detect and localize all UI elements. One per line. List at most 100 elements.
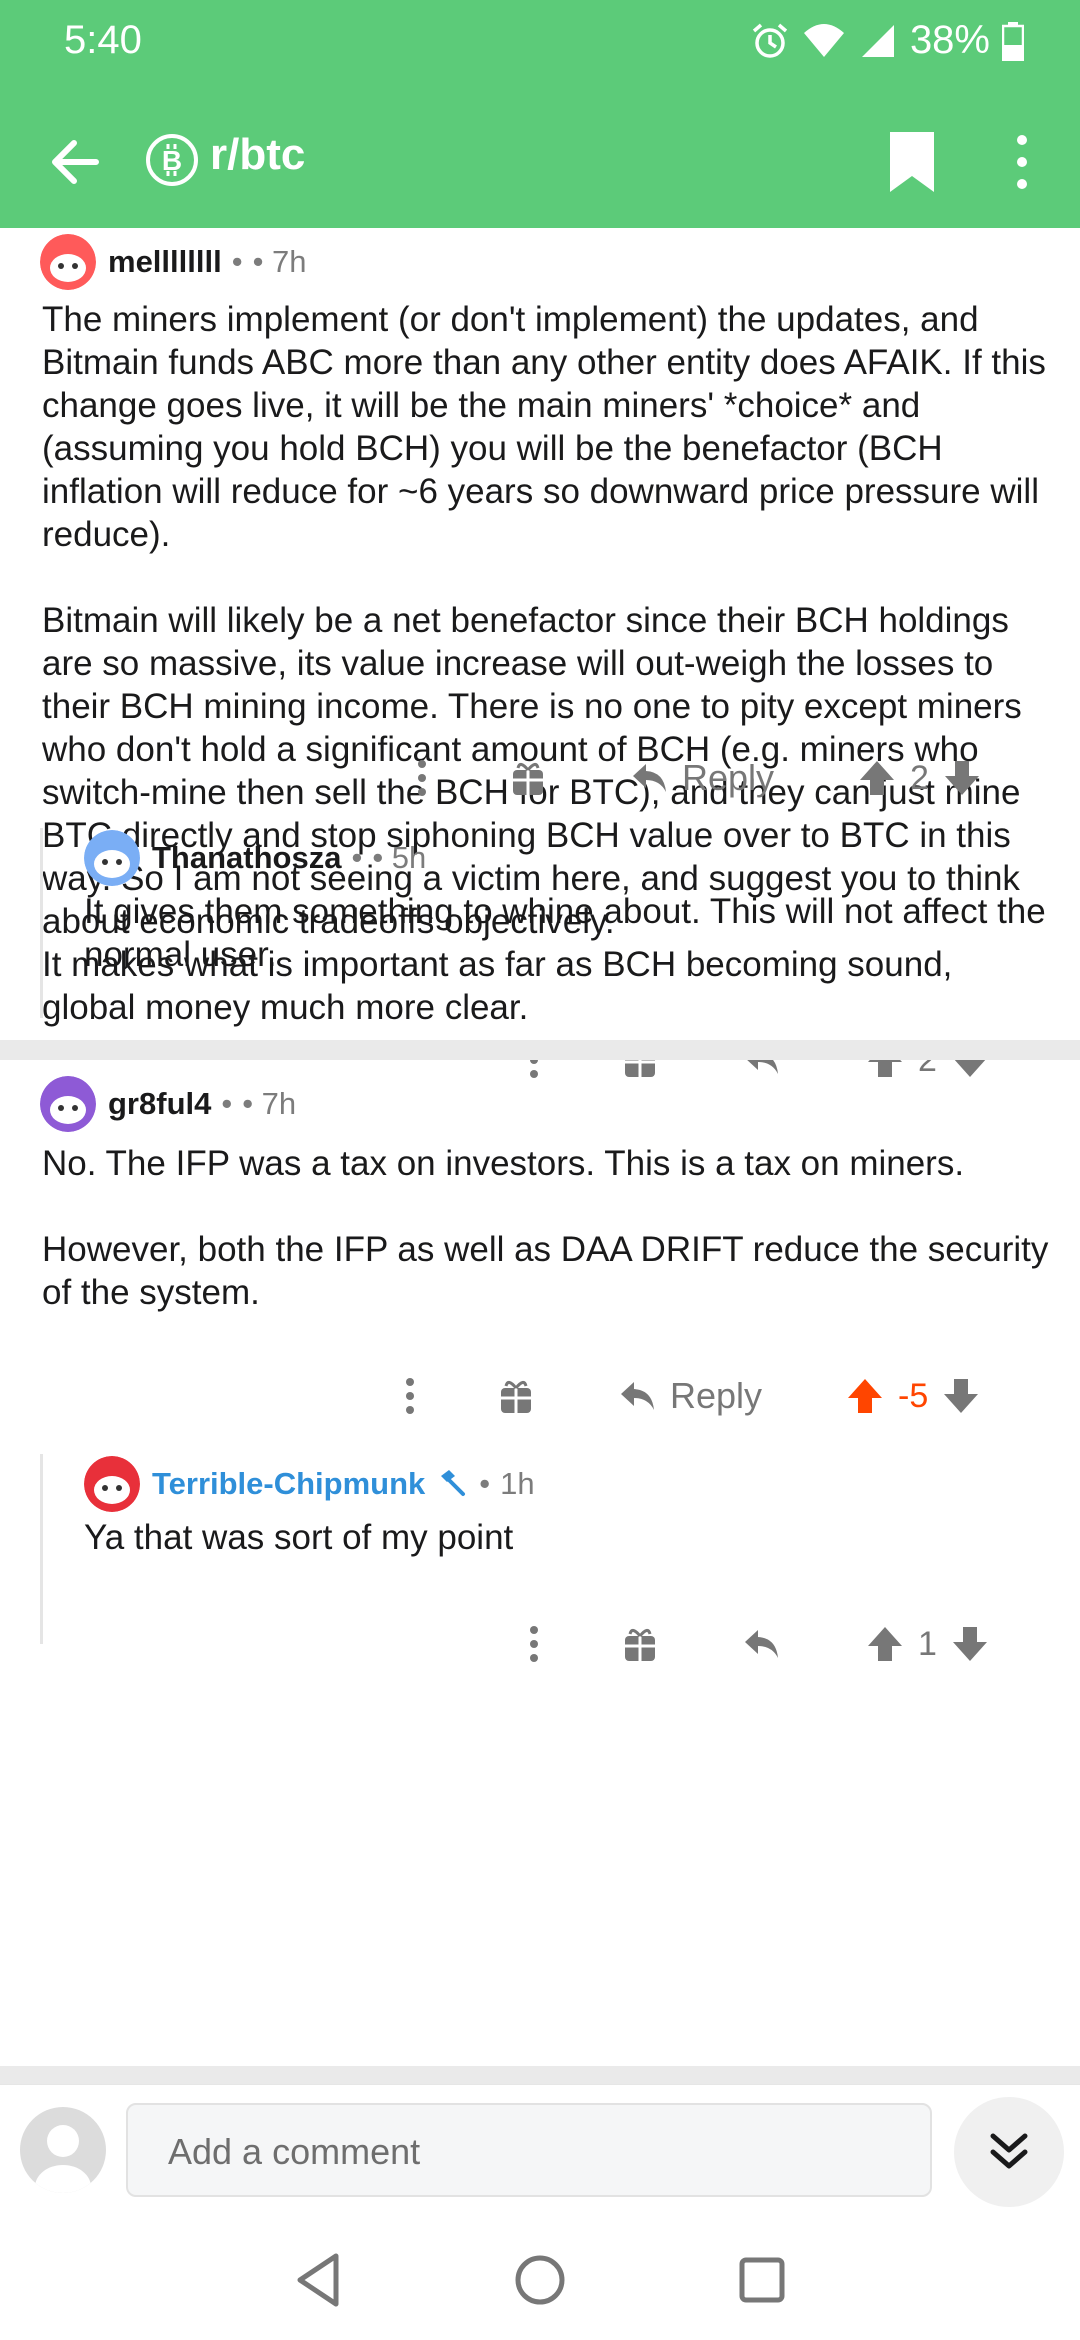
nav-back-icon[interactable] xyxy=(286,2246,354,2314)
chevron-double-down-icon xyxy=(990,2133,1028,2169)
reply-button[interactable] xyxy=(742,1626,782,1662)
downvote-icon[interactable] xyxy=(943,758,981,798)
signal-icon xyxy=(861,24,894,57)
battery-icon xyxy=(1002,21,1024,61)
avatar[interactable] xyxy=(40,234,96,290)
reply-button[interactable]: Reply xyxy=(630,757,774,799)
collapse-threads-button[interactable] xyxy=(954,2097,1064,2207)
comment-actions: Reply -5 xyxy=(392,1366,980,1426)
more-vertical-icon xyxy=(406,1378,414,1414)
avatar[interactable] xyxy=(84,1456,140,1512)
comment-time: • 5h xyxy=(372,840,427,875)
more-vertical-icon[interactable] xyxy=(1000,126,1044,198)
comment-author[interactable]: mellllllll xyxy=(108,244,222,279)
bitcoin-icon: B xyxy=(146,134,198,186)
comment-header: mellllllll • • 7h xyxy=(40,234,307,290)
wifi-icon xyxy=(803,23,844,57)
comment-separator: • xyxy=(351,840,363,875)
reply-icon xyxy=(621,1382,654,1410)
gift-icon xyxy=(501,1381,531,1413)
comment-time: 1h xyxy=(500,1466,535,1501)
vote-controls: 2 xyxy=(858,758,981,798)
status-time: 5:40 xyxy=(64,18,142,62)
comment-time: • 7h xyxy=(242,1086,297,1121)
thread-divider xyxy=(0,1040,1080,1060)
comment-body: Ya that was sort of my point xyxy=(84,1516,1054,1559)
downvote-icon[interactable] xyxy=(942,1376,980,1416)
gift-icon xyxy=(513,763,543,795)
thread-line xyxy=(40,1454,43,1644)
svg-text:B: B xyxy=(162,145,182,176)
alarm-icon xyxy=(752,23,788,58)
reply-icon xyxy=(745,1630,778,1658)
award-button[interactable] xyxy=(622,1624,658,1664)
score: 1 xyxy=(918,1624,937,1663)
user-avatar[interactable] xyxy=(20,2107,106,2193)
award-button[interactable] xyxy=(510,758,546,798)
comments-list: mellllllll • • 7h The miners implement (… xyxy=(0,228,1080,2084)
mod-shield-icon xyxy=(441,1470,466,1496)
back-arrow-icon[interactable] xyxy=(40,126,112,198)
app-bar: 5:40 38% B xyxy=(0,0,1080,228)
comment-author[interactable]: Thanathosza xyxy=(152,840,342,875)
comment-separator: • xyxy=(231,244,243,279)
score: 2 xyxy=(910,758,929,797)
reply-icon xyxy=(633,764,666,792)
comment-paragraph: Bitmain will likely be a net benefactor … xyxy=(42,601,1022,1027)
comment-author[interactable]: Terrible-Chipmunk xyxy=(152,1466,426,1501)
more-options-button[interactable] xyxy=(404,754,440,802)
comment-header: gr8ful4 • • 7h xyxy=(40,1076,296,1132)
comment-body: The miners implement (or don't implement… xyxy=(42,298,1052,1029)
nav-recents-icon[interactable] xyxy=(728,2246,796,2314)
comment-paragraph: The miners implement (or don't implement… xyxy=(42,300,1046,554)
nav-home-icon[interactable] xyxy=(506,2246,574,2314)
upvote-icon[interactable] xyxy=(866,1624,904,1664)
more-vertical-icon xyxy=(530,1626,538,1662)
thread-divider xyxy=(0,2066,1080,2084)
award-button[interactable] xyxy=(498,1376,534,1416)
comment-paragraph: However, both the IFP as well as DAA DRI… xyxy=(42,1230,1049,1312)
reply-label: Reply xyxy=(682,757,775,798)
score: -5 xyxy=(898,1376,929,1415)
bookmark-icon[interactable] xyxy=(880,126,944,198)
comment-header: Thanathosza • • 5h xyxy=(84,830,426,886)
thread-line xyxy=(40,828,43,1018)
add-comment-input[interactable]: Add a comment xyxy=(126,2103,932,2197)
gift-icon xyxy=(625,1629,655,1661)
reply-label: Reply xyxy=(670,1375,763,1416)
user-icon xyxy=(35,2125,91,2193)
comment-paragraph: Ya that was sort of my point xyxy=(84,1518,514,1557)
comment-composer: Add a comment xyxy=(0,2084,1080,2221)
comment-author[interactable]: gr8ful4 xyxy=(108,1086,212,1121)
comment-separator: • xyxy=(221,1086,233,1121)
comment-header: Terrible-Chipmunk • 1h xyxy=(84,1456,535,1512)
comment-paragraph: No. The IFP was a tax on investors. This… xyxy=(42,1144,965,1183)
comment-paragraph: It gives them something to whine about. … xyxy=(84,892,1046,974)
downvote-icon[interactable] xyxy=(951,1040,989,1080)
vote-controls: -5 xyxy=(846,1376,980,1416)
system-nav-bar xyxy=(0,2220,1080,2340)
upvote-icon[interactable] xyxy=(866,1040,904,1080)
avatar[interactable] xyxy=(84,830,140,886)
subreddit-name[interactable]: r/btc xyxy=(210,130,306,179)
more-options-button[interactable] xyxy=(516,1620,552,1668)
downvote-icon[interactable] xyxy=(951,1624,989,1664)
more-options-button[interactable] xyxy=(392,1372,428,1420)
battery-percent: 38% xyxy=(909,18,990,62)
toolbar: B r/btc xyxy=(0,108,1080,208)
comment-actions: 1 xyxy=(516,1614,989,1674)
more-vertical-icon xyxy=(418,760,426,796)
comment-body: It gives them something to whine about. … xyxy=(84,890,1054,976)
status-bar: 5:40 38% xyxy=(0,0,1080,84)
comment-actions: 2 xyxy=(516,1030,989,1090)
comment-actions: Reply 2 xyxy=(404,748,981,808)
reply-button[interactable]: Reply xyxy=(618,1375,762,1417)
upvote-icon[interactable] xyxy=(846,1376,884,1416)
comment-body: No. The IFP was a tax on investors. This… xyxy=(42,1142,1052,1314)
comment-time: • 7h xyxy=(252,244,307,279)
comment-separator: • xyxy=(479,1466,491,1501)
upvote-icon[interactable] xyxy=(858,758,896,798)
vote-controls: 1 xyxy=(866,1624,989,1664)
status-icons: 38% xyxy=(750,18,1024,63)
avatar[interactable] xyxy=(40,1076,96,1132)
